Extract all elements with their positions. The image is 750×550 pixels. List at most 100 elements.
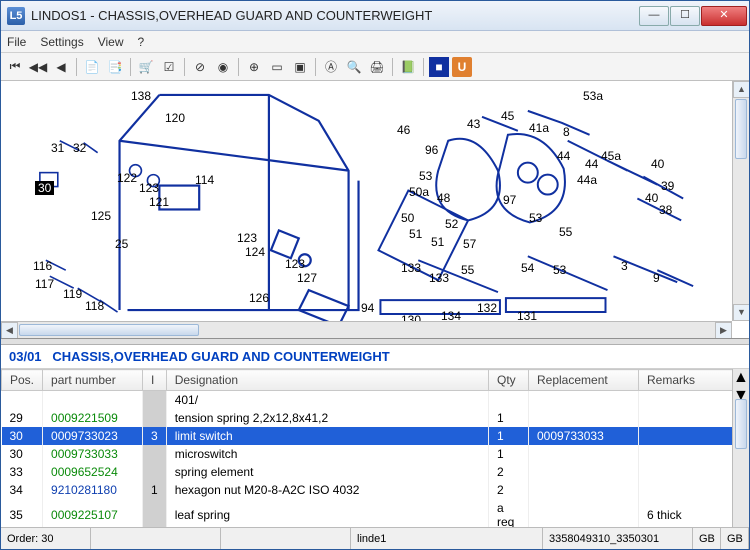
toolbar-prev-button[interactable]: ◀ — [51, 57, 71, 77]
diagram-callout-39[interactable]: 39 — [661, 179, 674, 193]
menu-view[interactable]: View — [98, 35, 124, 49]
diagram-callout-119[interactable]: 119 — [63, 287, 82, 301]
table-row[interactable]: 330009652524spring element2 — [2, 463, 749, 481]
diagram-callout-25[interactable]: 25 — [115, 237, 128, 251]
diagram-callout-123[interactable]: 123 — [237, 231, 257, 245]
diagram-callout-57[interactable]: 57 — [463, 237, 476, 251]
diagram-callout-51[interactable]: 51 — [431, 235, 444, 249]
toolbar-save1-button[interactable]: 📄 — [82, 57, 102, 77]
diagram-callout-38[interactable]: 38 — [659, 203, 672, 217]
diagram-callout-53[interactable]: 53 — [419, 169, 432, 183]
diagram-callout-126[interactable]: 126 — [249, 291, 269, 305]
scroll-thumb-vertical[interactable] — [735, 399, 747, 449]
diagram-callout-118[interactable]: 118 — [85, 299, 104, 313]
table-row[interactable]: 290009221509tension spring 2,2x12,8x41,2… — [2, 409, 749, 427]
diagram-callout-132[interactable]: 132 — [477, 301, 497, 315]
diagram-callout-114[interactable]: 114 — [195, 173, 214, 187]
toolbar-doc-check-button[interactable]: ☑ — [159, 57, 179, 77]
diagram-scrollbar-horizontal[interactable]: ◀ ▶ — [1, 321, 732, 338]
diagram-callout-53a[interactable]: 53a — [583, 89, 603, 103]
diagram-callout-55[interactable]: 55 — [559, 225, 572, 239]
diagram-callout-31[interactable]: 31 — [51, 141, 64, 155]
diagram-callout-30[interactable]: 30 — [35, 181, 54, 195]
menu-help[interactable]: ? — [138, 35, 145, 49]
toolbar-print-button[interactable]: 🖨 — [367, 57, 387, 77]
diagram-callout-55[interactable]: 55 — [461, 263, 474, 277]
maximize-button[interactable]: ☐ — [670, 6, 700, 26]
diagram-callout-125[interactable]: 125 — [91, 209, 111, 223]
scroll-down-arrow[interactable]: ▼ — [733, 304, 749, 321]
exploded-diagram[interactable]: 1381203132301221231141251212512312412312… — [1, 81, 732, 321]
diagram-callout-97[interactable]: 97 — [503, 193, 516, 207]
scroll-left-arrow[interactable]: ◀ — [1, 322, 18, 339]
column-header-replacement[interactable]: Replacement — [529, 370, 639, 391]
column-header-designation[interactable]: Designation — [166, 370, 488, 391]
toolbar-rewind-button[interactable]: ◀◀ — [28, 57, 48, 77]
diagram-callout-124[interactable]: 124 — [245, 245, 265, 259]
menu-file[interactable]: File — [7, 35, 26, 49]
diagram-callout-9[interactable]: 9 — [653, 271, 660, 285]
diagram-callout-127[interactable]: 127 — [297, 271, 317, 285]
toolbar-first-button[interactable]: ⏮ — [5, 57, 25, 77]
diagram-callout-44a[interactable]: 44a — [577, 173, 597, 187]
toolbar-nopin-button[interactable]: ⊘ — [190, 57, 210, 77]
toolbar-page-button[interactable]: ▭ — [267, 57, 287, 77]
diagram-callout-123[interactable]: 123 — [139, 181, 159, 195]
scroll-thumb-horizontal[interactable] — [19, 324, 199, 336]
diagram-callout-94[interactable]: 94 — [361, 301, 374, 315]
parts-table[interactable]: Pos.part numberIDesignationQtyReplacemen… — [1, 369, 749, 527]
diagram-callout-51[interactable]: 51 — [409, 227, 422, 241]
minimize-button[interactable]: — — [639, 6, 669, 26]
diagram-callout-121[interactable]: 121 — [149, 195, 169, 209]
diagram-callout-53[interactable]: 53 — [553, 263, 566, 277]
diagram-callout-122[interactable]: 122 — [117, 171, 137, 185]
scroll-up-arrow[interactable]: ▲ — [733, 369, 749, 387]
toolbar-search-button[interactable]: 🔍 — [344, 57, 364, 77]
close-button[interactable]: ✕ — [701, 6, 747, 26]
diagram-callout-44[interactable]: 44 — [585, 157, 598, 171]
scroll-up-arrow[interactable]: ▲ — [733, 81, 749, 98]
toolbar-anno-button[interactable]: Ⓐ — [321, 57, 341, 77]
diagram-callout-45a[interactable]: 45a — [601, 149, 621, 163]
toolbar-cart-button[interactable]: 🛒 — [136, 57, 156, 77]
diagram-callout-54[interactable]: 54 — [521, 261, 534, 275]
diagram-callout-96[interactable]: 96 — [425, 143, 438, 157]
diagram-callout-3[interactable]: 3 — [621, 259, 628, 273]
diagram-callout-133[interactable]: 133 — [401, 261, 421, 275]
toolbar-book-button[interactable]: 📗 — [398, 57, 418, 77]
diagram-callout-44[interactable]: 44 — [557, 149, 570, 163]
diagram-callout-32[interactable]: 32 — [73, 141, 86, 155]
table-row[interactable]: 3492102811801hexagon nut M20-8-A2C ISO 4… — [2, 481, 749, 499]
table-row[interactable]: 3000097330233limit switch10009733033 — [2, 427, 749, 445]
diagram-callout-52[interactable]: 52 — [445, 217, 458, 231]
toolbar-globe-button[interactable]: ◉ — [213, 57, 233, 77]
diagram-callout-138[interactable]: 138 — [131, 89, 151, 103]
toolbar-square-button[interactable]: ■ — [429, 57, 449, 77]
diagram-callout-53[interactable]: 53 — [529, 211, 542, 225]
toolbar-zoom-in-button[interactable]: ⊕ — [244, 57, 264, 77]
toolbar-u-button[interactable]: U — [452, 57, 472, 77]
diagram-callout-8[interactable]: 8 — [563, 125, 570, 139]
column-header-qty[interactable]: Qty — [489, 370, 529, 391]
table-scrollbar-vertical[interactable]: ▲ ▼ — [732, 369, 749, 527]
diagram-callout-123[interactable]: 123 — [285, 257, 305, 271]
diagram-callout-50[interactable]: 50 — [401, 211, 414, 225]
table-row[interactable]: 350009225107leaf springa req6 thick — [2, 499, 749, 527]
table-row[interactable]: 401/ — [2, 391, 749, 410]
menu-settings[interactable]: Settings — [40, 35, 83, 49]
column-header-pos[interactable]: Pos. — [2, 370, 43, 391]
toolbar-fit-button[interactable]: ▣ — [290, 57, 310, 77]
diagram-scrollbar-vertical[interactable]: ▲ ▼ — [732, 81, 749, 321]
diagram-callout-117[interactable]: 117 — [35, 277, 54, 291]
diagram-callout-116[interactable]: 116 — [33, 259, 52, 273]
diagram-callout-120[interactable]: 120 — [165, 111, 185, 125]
diagram-callout-45[interactable]: 45 — [501, 109, 514, 123]
column-header-i[interactable]: I — [143, 370, 167, 391]
scroll-thumb-vertical[interactable] — [735, 99, 747, 159]
table-row[interactable]: 300009733033microswitch1 — [2, 445, 749, 463]
diagram-callout-46[interactable]: 46 — [397, 123, 410, 137]
diagram-callout-48[interactable]: 48 — [437, 191, 450, 205]
diagram-callout-40[interactable]: 40 — [645, 191, 658, 205]
toolbar-save2-button[interactable]: 📑 — [105, 57, 125, 77]
diagram-callout-50a[interactable]: 50a — [409, 185, 429, 199]
